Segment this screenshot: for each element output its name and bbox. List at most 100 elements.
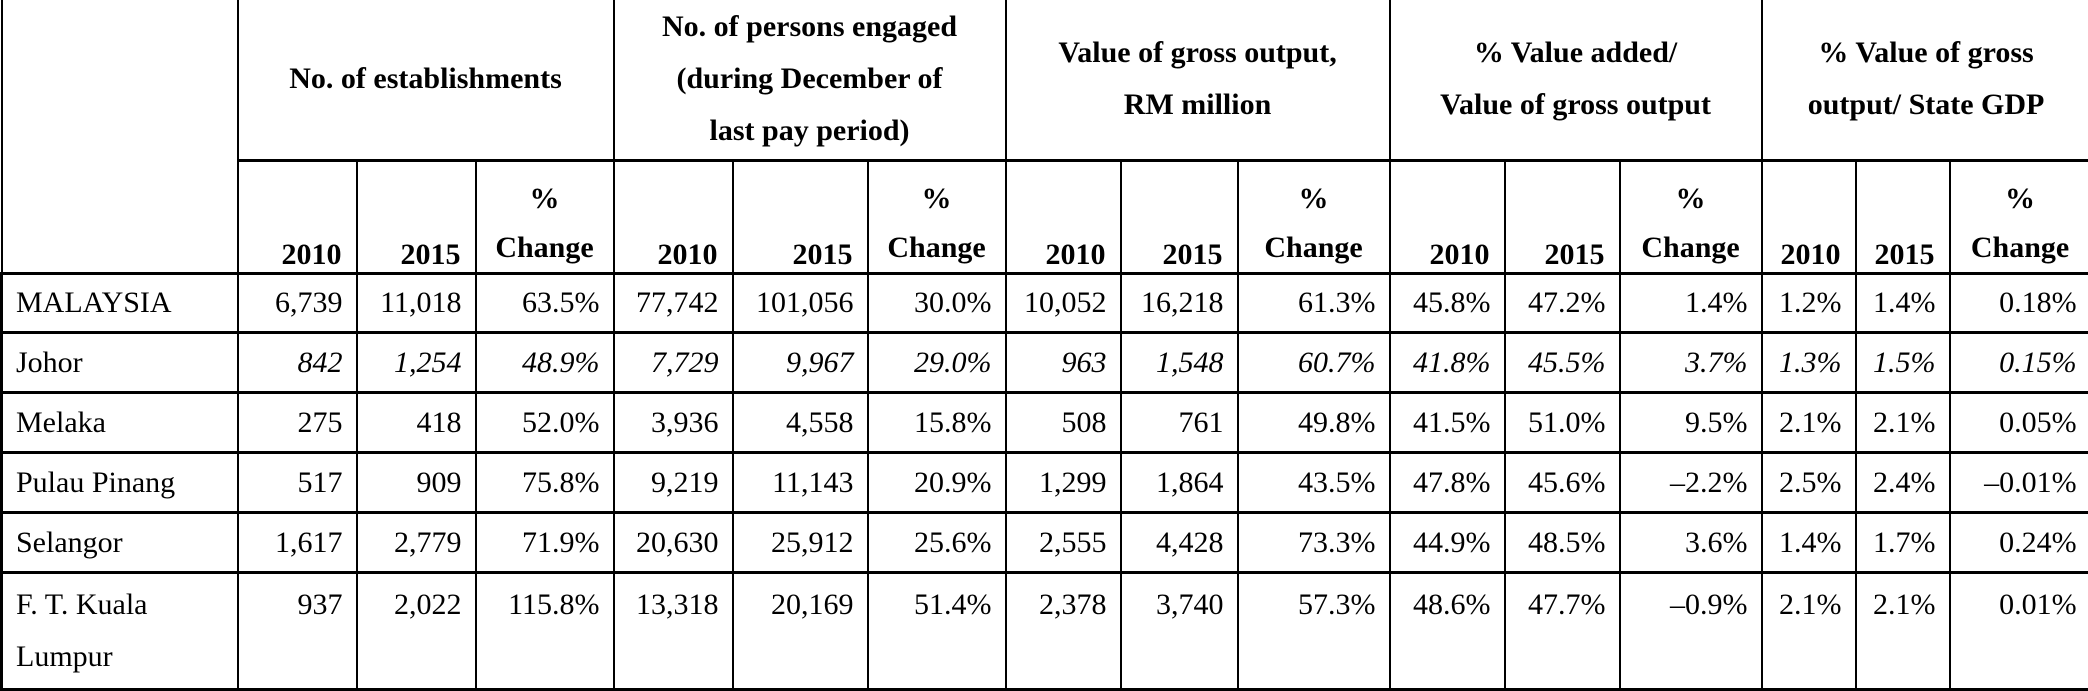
sub-header-row: 2010 2015 % Change 2010 2015 % Change 20…: [2, 158, 2088, 275]
value-cell: 41.5%: [1388, 391, 1506, 455]
value-cell: 1,254: [355, 331, 477, 395]
value-cell: 0.15%: [1948, 331, 2088, 395]
state-label: Selangor: [0, 511, 239, 575]
value-cell: 11,143: [731, 451, 869, 515]
value-cell: 13,318: [612, 571, 734, 691]
value-cell: –0.01%: [1948, 451, 2088, 515]
state-label: MALAYSIA: [0, 271, 239, 335]
value-cell: 30.0%: [866, 271, 1007, 335]
value-cell: 10,052: [1004, 271, 1122, 335]
value-cell: –2.2%: [1618, 451, 1763, 515]
value-cell: 963: [1004, 331, 1122, 395]
state-label: F. T. Kuala Lumpur: [0, 571, 239, 691]
value-cell: 4,558: [731, 391, 869, 455]
subheader-value-added-pct-change: % Change: [1618, 158, 1763, 275]
value-cell: 1,864: [1119, 451, 1239, 515]
value-cell: 3,936: [612, 391, 734, 455]
value-cell: 20,169: [731, 571, 869, 691]
value-cell: 2.1%: [1760, 391, 1857, 455]
value-cell: 275: [236, 391, 358, 455]
value-cell: 52.0%: [474, 391, 615, 455]
value-cell: 25,912: [731, 511, 869, 575]
col-group-persons-engaged: No. of persons engaged (during December …: [612, 0, 1007, 162]
state-label: Pulau Pinang: [0, 451, 239, 515]
table-row: F. T. Kuala Lumpur 937 2,022 115.8% 13,3…: [0, 571, 2088, 691]
value-cell: 16,218: [1119, 271, 1239, 335]
subheader-gdp-2010: 2010: [1760, 158, 1857, 275]
table-row: Selangor 1,617 2,779 71.9% 20,630 25,912…: [0, 511, 2088, 575]
value-cell: 75.8%: [474, 451, 615, 515]
value-cell: 6,739: [236, 271, 358, 335]
value-cell: 1.7%: [1854, 511, 1951, 575]
value-cell: 20,630: [612, 511, 734, 575]
col-group-establishments: No. of establishments: [236, 0, 615, 162]
value-cell: 508: [1004, 391, 1122, 455]
value-cell: 71.9%: [474, 511, 615, 575]
subheader-persons-pct-change: % Change: [866, 158, 1007, 275]
value-cell: 0.05%: [1948, 391, 2088, 455]
col-group-output-gdp-ratio: % Value of gross output/ State GDP: [1760, 0, 2088, 162]
value-cell: 9,219: [612, 451, 734, 515]
subheader-gross-output-pct-change: % Change: [1236, 158, 1391, 275]
value-cell: 48.9%: [474, 331, 615, 395]
value-cell: 77,742: [612, 271, 734, 335]
value-cell: 9.5%: [1618, 391, 1763, 455]
value-cell: 1.4%: [1618, 271, 1763, 335]
value-cell: –0.9%: [1618, 571, 1763, 691]
value-cell: 761: [1119, 391, 1239, 455]
value-cell: 1,299: [1004, 451, 1122, 515]
value-cell: 115.8%: [474, 571, 615, 691]
value-cell: 51.0%: [1503, 391, 1621, 455]
table-row: MALAYSIA 6,739 11,018 63.5% 77,742 101,0…: [0, 271, 2088, 335]
subheader-establishments-2015: 2015: [355, 158, 477, 275]
value-cell: 73.3%: [1236, 511, 1391, 575]
subheader-value-added-2010: 2010: [1388, 158, 1506, 275]
col-group-gross-output: Value of gross output, RM million: [1004, 0, 1391, 162]
value-cell: 29.0%: [866, 331, 1007, 395]
value-cell: 101,056: [731, 271, 869, 335]
value-cell: 44.9%: [1388, 511, 1506, 575]
subheader-persons-2015: 2015: [731, 158, 869, 275]
value-cell: 2,378: [1004, 571, 1122, 691]
value-cell: 47.8%: [1388, 451, 1506, 515]
state-label: Johor: [0, 331, 239, 395]
value-cell: 47.7%: [1503, 571, 1621, 691]
value-cell: 909: [355, 451, 477, 515]
value-cell: 2,022: [355, 571, 477, 691]
value-cell: 1,548: [1119, 331, 1239, 395]
value-cell: 1.4%: [1854, 271, 1951, 335]
value-cell: 2.1%: [1854, 571, 1951, 691]
value-cell: 4,428: [1119, 511, 1239, 575]
value-cell: 517: [236, 451, 358, 515]
value-cell: 0.18%: [1948, 271, 2088, 335]
value-cell: 2,779: [355, 511, 477, 575]
value-cell: 48.5%: [1503, 511, 1621, 575]
value-cell: 15.8%: [866, 391, 1007, 455]
col-group-value-added-ratio: % Value added/ Value of gross output: [1388, 0, 1763, 162]
state-label: Melaka: [0, 391, 239, 455]
value-cell: 7,729: [612, 331, 734, 395]
value-cell: 3,740: [1119, 571, 1239, 691]
value-cell: 1.5%: [1854, 331, 1951, 395]
table-row: Melaka 275 418 52.0% 3,936 4,558 15.8% 5…: [0, 391, 2088, 455]
subheader-gdp-2015: 2015: [1854, 158, 1951, 275]
value-cell: 2.1%: [1760, 571, 1857, 691]
value-cell: 0.01%: [1948, 571, 2088, 691]
value-cell: 418: [355, 391, 477, 455]
value-cell: 842: [236, 331, 358, 395]
value-cell: 2.1%: [1854, 391, 1951, 455]
table-row: Johor 842 1,254 48.9% 7,729 9,967 29.0% …: [0, 331, 2088, 395]
value-cell: 937: [236, 571, 358, 691]
value-cell: 63.5%: [474, 271, 615, 335]
value-cell: 2,555: [1004, 511, 1122, 575]
value-cell: 47.2%: [1503, 271, 1621, 335]
value-cell: 60.7%: [1236, 331, 1391, 395]
value-cell: 0.24%: [1948, 511, 2088, 575]
value-cell: 9,967: [731, 331, 869, 395]
value-cell: 11,018: [355, 271, 477, 335]
value-cell: 1,617: [236, 511, 358, 575]
value-cell: 45.5%: [1503, 331, 1621, 395]
subheader-establishments-pct-change: % Change: [474, 158, 615, 275]
value-cell: 20.9%: [866, 451, 1007, 515]
value-cell: 61.3%: [1236, 271, 1391, 335]
